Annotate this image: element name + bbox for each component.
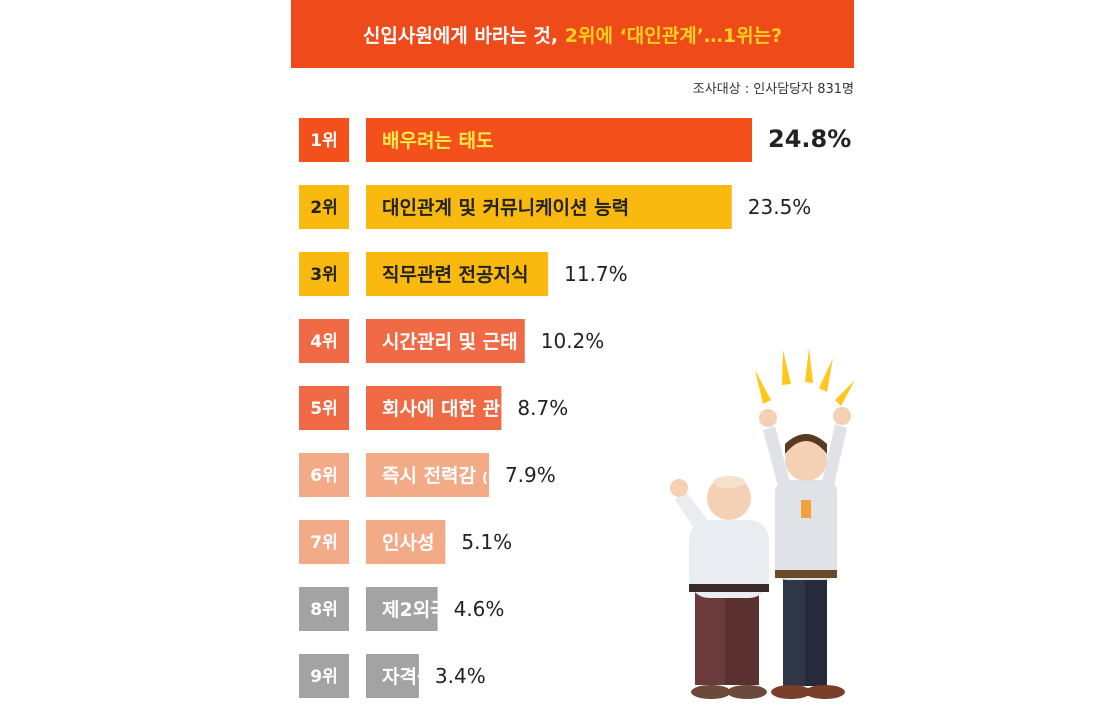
bar-9 bbox=[366, 654, 419, 698]
bar-2 bbox=[366, 185, 732, 229]
rank-label-6: 6위 bbox=[310, 466, 337, 486]
category-label-4: 시간관리 및 근태 개념 bbox=[382, 331, 559, 353]
bar-3 bbox=[366, 252, 549, 296]
value-label-5: 8.7% bbox=[517, 396, 568, 420]
rank-box-1 bbox=[299, 118, 349, 162]
rank-box-6 bbox=[299, 453, 349, 497]
rank-label-4: 4위 bbox=[310, 332, 337, 352]
category-label-7: 인사성 bbox=[382, 532, 434, 554]
value-label-4: 10.2% bbox=[541, 329, 605, 353]
value-label-6: 7.9% bbox=[505, 463, 556, 487]
category-label-6: 즉시 전력감 (실무 투입) bbox=[382, 465, 546, 487]
cheering-office-workers-illustration bbox=[670, 348, 855, 699]
rank-box-9 bbox=[299, 654, 349, 698]
older-man-figure bbox=[670, 476, 769, 699]
rank-label-5: 5위 bbox=[310, 399, 337, 419]
rank-label-7: 7위 bbox=[310, 533, 337, 553]
value-label-2: 23.5% bbox=[748, 195, 812, 219]
category-label-3: 직무관련 전공지식 bbox=[382, 264, 528, 286]
rank-label-1: 1위 bbox=[310, 131, 337, 151]
rank-box-5 bbox=[299, 386, 349, 430]
rank-box-4 bbox=[299, 319, 349, 363]
value-label-7: 5.1% bbox=[461, 530, 512, 554]
rank-box-2 bbox=[299, 185, 349, 229]
bar-4 bbox=[366, 319, 525, 363]
value-label-8: 4.6% bbox=[454, 597, 505, 621]
bar-7 bbox=[366, 520, 446, 564]
bar-5 bbox=[366, 386, 502, 430]
value-label-3: 11.7% bbox=[564, 262, 628, 286]
value-label-1: 24.8% bbox=[768, 125, 851, 153]
rank-label-9: 9위 bbox=[310, 667, 337, 687]
chart-title-part2: 2위에 ‘대인관계’…1위는? bbox=[564, 24, 783, 47]
rank-box-8 bbox=[299, 587, 349, 631]
value-label-9: 3.4% bbox=[435, 664, 486, 688]
category-label-2: 대인관계 및 커뮤니케이션 능력 bbox=[382, 197, 629, 219]
rank-box-7 bbox=[299, 520, 349, 564]
survey-note: 조사대상 : 인사담당자 831명 bbox=[692, 82, 854, 97]
rank-label-3: 3위 bbox=[310, 265, 337, 285]
bar-8 bbox=[366, 587, 438, 631]
younger-man-figure bbox=[759, 407, 851, 699]
chart-title: 신입사원에게 바라는 것, 2위에 ‘대인관계’…1위는? bbox=[291, 0, 854, 68]
category-label-8: 제2외국어 능력 bbox=[382, 599, 507, 621]
rank-label-2: 2위 bbox=[310, 198, 337, 218]
rank-box-3 bbox=[299, 252, 349, 296]
bar-6 bbox=[366, 453, 489, 497]
category-label-1: 배우려는 태도 bbox=[382, 130, 494, 152]
chart-title-part1: 신입사원에게 바라는 것, bbox=[362, 24, 559, 47]
category-label-9: 자격증 bbox=[382, 666, 434, 688]
rank-label-8: 8위 bbox=[310, 600, 337, 620]
celebration-rays bbox=[755, 348, 855, 406]
bar-1 bbox=[366, 118, 752, 162]
category-label-5: 회사에 대한 관심 bbox=[382, 398, 518, 420]
